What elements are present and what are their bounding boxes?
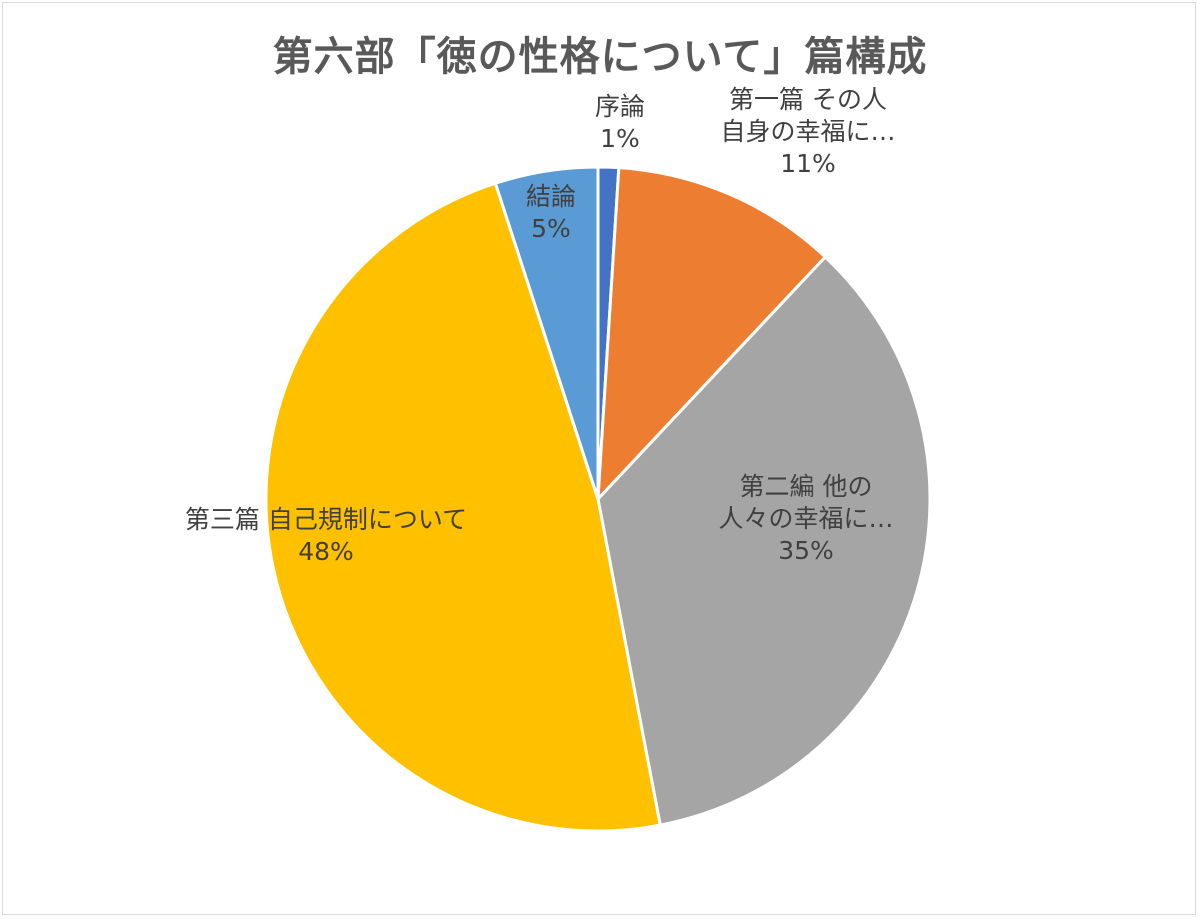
data-label-value: 5%: [531, 214, 571, 243]
data-label-category: 自身の幸福に…: [720, 117, 895, 146]
data-label-value: 11%: [780, 149, 836, 178]
data-label: 結論 5%: [526, 182, 576, 243]
data-label: 第三篇 自己規制について 48%: [185, 505, 467, 566]
pie-slice[interactable]: [493, 165, 600, 501]
data-label-category: 第三篇 自己規制について: [185, 505, 467, 534]
data-label-category: 第一篇 その人: [729, 85, 887, 114]
data-label-category: 第二編 他の: [740, 472, 873, 501]
pie-slice[interactable]: [596, 255, 932, 827]
chart-title: 第六部「徳の性格について」篇構成: [272, 34, 928, 80]
data-label-category: 人々の幸福に…: [718, 504, 893, 533]
data-label: 序論 1%: [595, 92, 645, 153]
data-label-value: 35%: [778, 536, 834, 565]
data-label-category: 結論: [526, 182, 576, 211]
data-label-value: 1%: [600, 124, 640, 153]
pie-slice[interactable]: [264, 181, 662, 833]
pie-slice[interactable]: [596, 166, 827, 501]
data-label-value: 48%: [298, 537, 354, 566]
data-label-category: 序論: [595, 92, 645, 121]
